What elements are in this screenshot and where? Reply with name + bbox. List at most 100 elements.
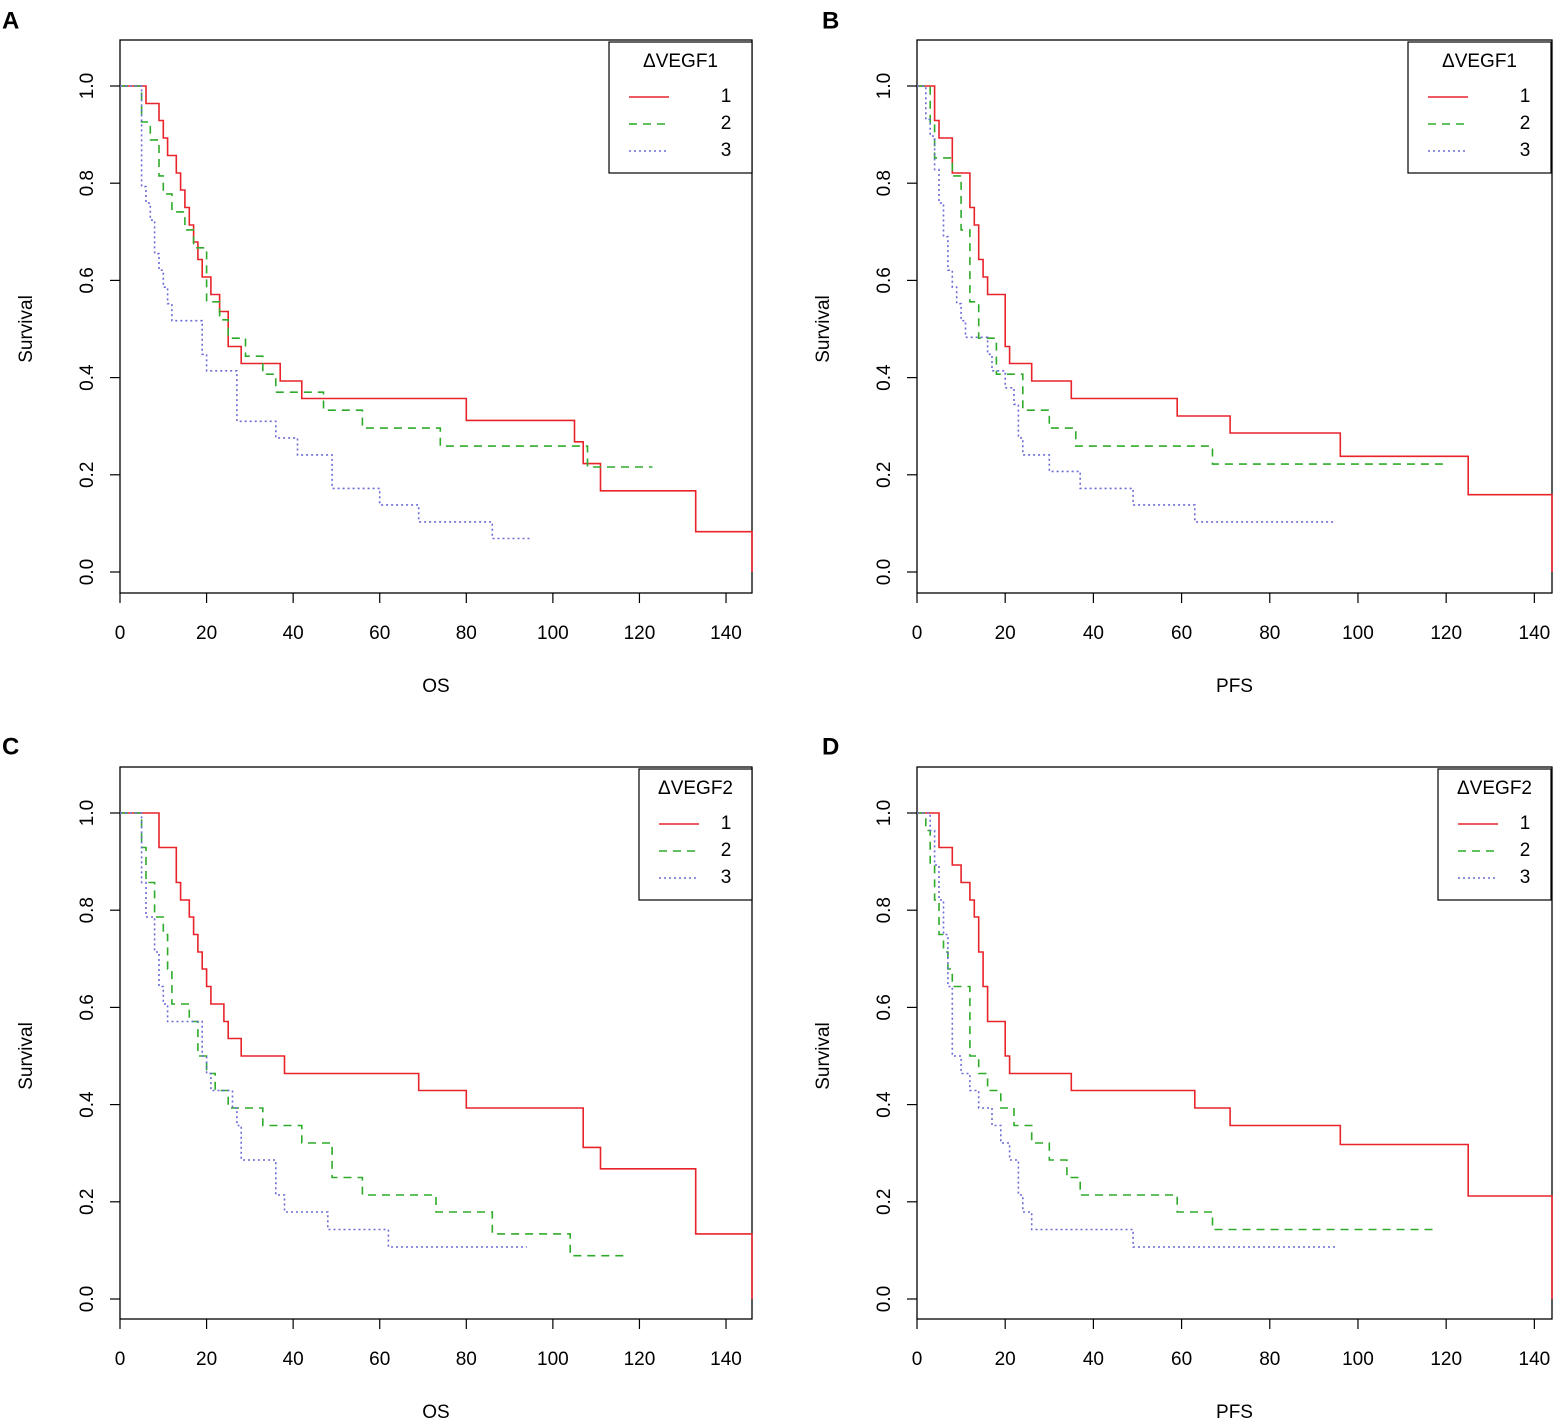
survival-curve-group-3: [917, 85, 1336, 523]
y-tick-label: 0.4: [77, 364, 98, 391]
y-tick-label: 1.0: [874, 800, 895, 826]
survival-curve-group-1: [120, 85, 753, 572]
x-axis: 0 20 40 60 80 100 120 140 PFS: [912, 593, 1550, 697]
legend-box: [608, 41, 753, 174]
plot-frame: [916, 39, 1553, 594]
x-tick-label: 60: [1171, 623, 1192, 644]
x-tick-label: 0: [115, 1349, 126, 1370]
x-tick-label: 20: [196, 623, 217, 644]
x-tick-label: 40: [283, 1349, 304, 1370]
survival-curve-group-3: [917, 812, 1336, 1248]
plot-frame: [119, 39, 753, 594]
legend: ΔVEGF2 1 2 3: [638, 768, 753, 901]
x-axis: 0 20 40 60 80 100 120 140 PFS: [912, 1319, 1551, 1423]
x-tick-label: 120: [1430, 623, 1462, 644]
y-tick-label: 0.2: [77, 1189, 98, 1215]
legend-label-3: 3: [1520, 140, 1531, 161]
x-tick-label: 140: [710, 1349, 742, 1370]
x-tick-label: 20: [196, 1349, 217, 1370]
x-tick-label: 40: [283, 623, 304, 644]
y-tick-label: 1.0: [77, 800, 98, 826]
y-axis: 0.0 0.2 0.4 0.6 0.8 1.0 Survival: [813, 73, 917, 585]
panel-a: A 0 20 40 60 80 100 120 140 OS 0.0 0.2 0.4 0.6 0.8 1.0 S…: [2, 7, 753, 697]
survival-curve-group-1: [120, 812, 753, 1299]
panel-letter: B: [822, 7, 839, 34]
x-tick-label: 0: [115, 623, 126, 644]
x-tick-label: 100: [1342, 623, 1374, 644]
y-tick-label: 0.6: [77, 994, 98, 1020]
y-tick-label: 1.0: [77, 73, 98, 99]
y-axis-label: Survival: [813, 1022, 834, 1090]
x-tick-label: 60: [369, 1349, 390, 1370]
y-tick-label: 1.0: [874, 73, 895, 99]
y-axis: 0.0 0.2 0.4 0.6 0.8 1.0 Survival: [813, 800, 917, 1312]
x-axis: 0 20 40 60 80 100 120 140 OS: [115, 1319, 742, 1423]
plot-frame: [916, 766, 1553, 1320]
legend-label-2: 2: [1520, 840, 1531, 861]
x-axis-label: PFS: [1216, 676, 1253, 697]
panel-c: C 0 20 40 60 80 100 120 140 OS 0.0 0.2 0.4 0.6 0.8 1.0 S…: [2, 733, 753, 1423]
y-tick-label: 0.8: [874, 897, 895, 923]
legend-label-3: 3: [721, 867, 732, 888]
y-axis-label: Survival: [813, 295, 834, 363]
x-tick-label: 60: [1171, 1349, 1192, 1370]
y-tick-label: 0.8: [77, 170, 98, 196]
survival-curve-group-1: [917, 85, 1553, 572]
y-tick-label: 0.6: [874, 994, 895, 1020]
legend-title: ΔVEGF1: [1442, 51, 1517, 72]
survival-curve-group-3: [120, 812, 527, 1248]
x-tick-label: 140: [710, 623, 742, 644]
legend-label-1: 1: [721, 86, 732, 107]
panel-b: B 0 20 40 60 80 100 120 140 PFS 0.0 0.2 0.4 0.6 0.8 1.0…: [813, 7, 1553, 697]
y-tick-label: 0.2: [874, 462, 895, 488]
x-tick-label: 40: [1083, 623, 1104, 644]
x-tick-label: 100: [537, 1349, 569, 1370]
survival-curve-group-1: [917, 812, 1553, 1299]
x-tick-label: 80: [456, 1349, 477, 1370]
y-tick-label: 0.0: [874, 1286, 895, 1312]
x-tick-label: 120: [1430, 1349, 1462, 1370]
legend-label-3: 3: [1520, 867, 1531, 888]
legend: ΔVEGF2 1 2 3: [1437, 768, 1552, 901]
legend-label-2: 2: [721, 113, 732, 134]
panel-letter: C: [2, 733, 19, 760]
y-tick-label: 0.4: [874, 364, 895, 391]
x-tick-label: 40: [1083, 1349, 1104, 1370]
x-tick-label: 140: [1519, 1349, 1551, 1370]
legend-label-2: 2: [1520, 113, 1531, 134]
x-tick-label: 80: [1259, 1349, 1280, 1370]
y-tick-label: 0.8: [874, 170, 895, 196]
x-tick-label: 60: [369, 623, 390, 644]
legend-title: ΔVEGF1: [643, 51, 718, 72]
legend-box: [1407, 41, 1552, 174]
x-tick-label: 0: [912, 623, 923, 644]
x-tick-label: 0: [912, 1349, 923, 1370]
survival-curve-group-2: [917, 812, 1433, 1231]
y-axis: 0.0 0.2 0.4 0.6 0.8 1.0 Survival: [16, 73, 120, 585]
x-tick-label: 100: [537, 623, 569, 644]
y-tick-label: 0.6: [874, 267, 895, 293]
plot-frame: [119, 766, 753, 1320]
y-tick-label: 0.4: [77, 1091, 98, 1118]
y-tick-label: 0.4: [874, 1091, 895, 1118]
y-axis-label: Survival: [16, 295, 37, 363]
panel-letter: D: [822, 733, 839, 760]
survival-curve-group-2: [917, 85, 1447, 465]
y-axis: 0.0 0.2 0.4 0.6 0.8 1.0 Survival: [16, 800, 120, 1312]
legend-label-1: 1: [721, 813, 732, 834]
legend-label-1: 1: [1520, 86, 1531, 107]
legend-title: ΔVEGF2: [658, 778, 733, 799]
y-tick-label: 0.0: [77, 559, 98, 585]
y-tick-label: 0.0: [874, 559, 895, 585]
survival-curve-group-3: [120, 85, 532, 540]
y-tick-label: 0.2: [874, 1189, 895, 1215]
x-axis-label: OS: [422, 676, 449, 697]
y-axis-label: Survival: [16, 1022, 37, 1090]
legend-label-1: 1: [1520, 813, 1531, 834]
x-axis-label: PFS: [1216, 1402, 1253, 1423]
legend-title: ΔVEGF2: [1457, 778, 1532, 799]
y-tick-label: 0.6: [77, 267, 98, 293]
